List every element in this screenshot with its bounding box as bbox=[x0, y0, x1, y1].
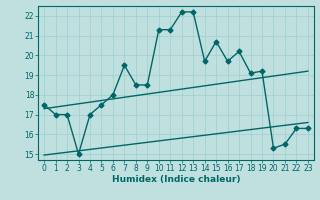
X-axis label: Humidex (Indice chaleur): Humidex (Indice chaleur) bbox=[112, 175, 240, 184]
